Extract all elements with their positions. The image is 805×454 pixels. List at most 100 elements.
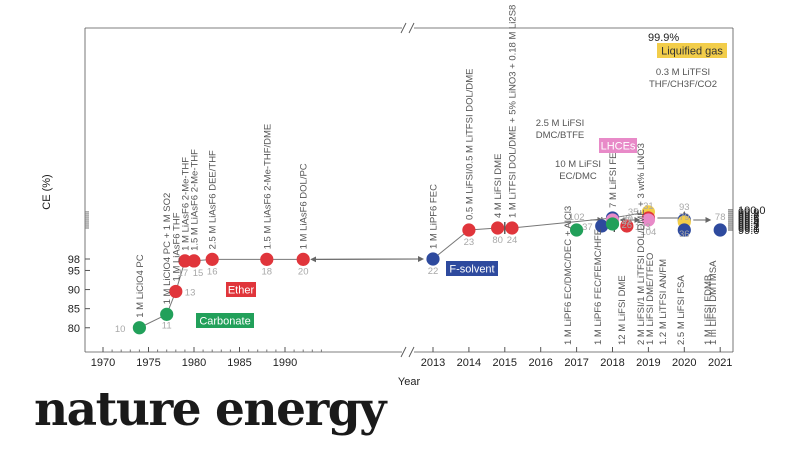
- x-tick-label: 1980: [182, 357, 206, 369]
- electrolyte-label: 1.5 M LiAsF6 2-Me-THF/DME: [262, 124, 273, 250]
- electrolyte-label: 1 M LiFSI FDMB: [703, 275, 714, 345]
- y-tick-label: 99.1: [738, 223, 759, 235]
- axis-break-mark: [400, 22, 407, 34]
- reference-number: 22: [428, 266, 439, 277]
- y-tick-label: 99.2: [738, 221, 759, 233]
- y-tick-label: 99.7: [738, 211, 759, 223]
- y-tick-label: 85: [68, 304, 80, 316]
- elbow-connector: [601, 216, 603, 219]
- electrolyte-label: 1.2 M LiTFSI AN/FM: [658, 259, 669, 345]
- electrolyte-label: 2.5 M LiAsF6 DEE/THF: [208, 150, 219, 249]
- y-tick-label: 99.4: [738, 217, 759, 229]
- data-point-104: [641, 213, 656, 227]
- x-tick-label: 2013: [421, 357, 445, 369]
- y-tick-label: 100.0: [738, 205, 766, 217]
- data-point-37: [595, 219, 609, 233]
- electrolyte-label: 1 m LiFSI DMTMSA: [708, 260, 719, 345]
- y-tick-label: 99.8: [738, 209, 759, 221]
- annotation-99-9: 99.9%: [648, 32, 679, 44]
- electrolyte-label: 1 M LiFSI DME/TFEO: [645, 253, 656, 345]
- x-tick-label: 1990: [273, 357, 297, 369]
- group-tag-lhces: [599, 138, 637, 153]
- axis-break-mask: [402, 347, 414, 357]
- data-point-16: [205, 252, 219, 266]
- y-tick-label: 90: [68, 285, 80, 297]
- group-tag-carbonate: [196, 313, 254, 328]
- reference-number: 102: [569, 212, 585, 223]
- electrolyte-label: 2.5 M LiFSI FSA: [676, 275, 687, 345]
- data-point-17: [178, 254, 192, 268]
- reference-number: 13: [185, 287, 196, 298]
- reference-number: 78: [715, 212, 726, 223]
- data-point-20: [296, 252, 310, 266]
- reference-number: 26: [622, 220, 633, 231]
- data-point-15: [187, 254, 201, 268]
- x-tick-label: 2015: [493, 357, 517, 369]
- y-axis-title: CE (%): [41, 174, 53, 209]
- group-tag-liquified-gas: [657, 43, 727, 58]
- group-tag-f-solvent: [446, 261, 498, 276]
- electrolyte-label: EC/DMC: [559, 171, 597, 182]
- reference-number: 104: [640, 227, 656, 238]
- data-point-11: [160, 307, 174, 321]
- x-tick-label: 2016: [528, 357, 552, 369]
- electrolyte-label: 1.5 M LiAsF6 2-Me-THF: [190, 149, 201, 251]
- x-tick-label: 1985: [227, 357, 251, 369]
- data-point-13: [169, 284, 183, 299]
- y-tick-label: 98: [68, 254, 80, 266]
- axis-break-mask: [402, 23, 414, 33]
- x-tick-label: 2018: [600, 357, 624, 369]
- electrolyte-label: DMC/BTFE: [536, 130, 585, 141]
- reference-number: 15: [193, 268, 204, 279]
- reference-number: 80: [492, 235, 503, 246]
- trend-line: [432, 229, 470, 260]
- y-tick-label: 99.0: [738, 225, 759, 237]
- group-tag-label: F-solvent: [449, 264, 494, 276]
- reference-number: 16: [207, 266, 218, 277]
- electrolyte-label: THF/CH3F/CO2: [649, 79, 717, 90]
- reference-number: 18: [262, 266, 273, 277]
- electrolyte-label: 1 M LiPF6 EC/DMC/DEC + AlCl3: [563, 206, 574, 345]
- nature-energy-logo: nature energy: [34, 382, 386, 437]
- group-tag-label: Liquified gas: [661, 46, 723, 58]
- reference-number: 36: [679, 229, 690, 240]
- x-axis-title: Year: [398, 376, 421, 388]
- reference-number: 31: [643, 201, 654, 212]
- reference-number: 20: [298, 266, 309, 277]
- group-tag-label: Ether: [228, 285, 255, 297]
- data-point-18: [260, 252, 274, 266]
- reference-number: 93: [679, 202, 690, 213]
- y-tick-label: 95: [68, 265, 80, 277]
- reference-number: 24: [507, 235, 518, 246]
- reference-number: 11: [162, 320, 172, 331]
- y-tick-label: 99.9: [738, 207, 759, 219]
- reference-number: 35: [628, 207, 639, 218]
- data-point-23: [462, 223, 476, 237]
- electrolyte-label: 1 M LiClO4 PC: [135, 254, 146, 317]
- reference-number: 27: [622, 216, 633, 227]
- electrolyte-label: 10 M LiFSI: [555, 159, 601, 170]
- reference-number: 10: [115, 324, 126, 335]
- electrolyte-label: 1 M LiClO4 PC + 1 M SO2: [162, 193, 173, 305]
- x-tick-label: 1975: [136, 357, 160, 369]
- data-point-22: [426, 252, 440, 266]
- y-tick-label: 80: [68, 323, 80, 335]
- electrolyte-label: 0.5 M LiFSI/0.5 M LiTFSI DOL/DME: [464, 68, 475, 220]
- reference-number: 23: [464, 237, 475, 248]
- data-point-102: [570, 223, 584, 237]
- data-point-80: [491, 221, 505, 235]
- electrolyte-label: 2 M LiFSI/1 M LiTFSI DOL/DME + 3 wt% LiN…: [636, 143, 647, 345]
- electrolyte-label: 1 M LiPF6 FEC/FEMC/HFE: [593, 229, 604, 345]
- x-tick-label: 2017: [564, 357, 588, 369]
- data-point-10: [132, 321, 146, 335]
- axis-break-mark: [408, 346, 415, 358]
- axis-break-mark: [400, 346, 407, 358]
- data-point-103: [620, 219, 634, 233]
- x-tick-label: 2014: [457, 357, 481, 369]
- y-tick-label: 99.5: [738, 215, 759, 227]
- electrolyte-label: 7 M LiFSI FEC: [608, 146, 619, 208]
- data-point-24: [505, 221, 519, 235]
- electrolyte-label: 12 M LiFSI DME: [617, 275, 628, 345]
- electrolyte-label: 0.3 M LiTFSI: [656, 67, 710, 78]
